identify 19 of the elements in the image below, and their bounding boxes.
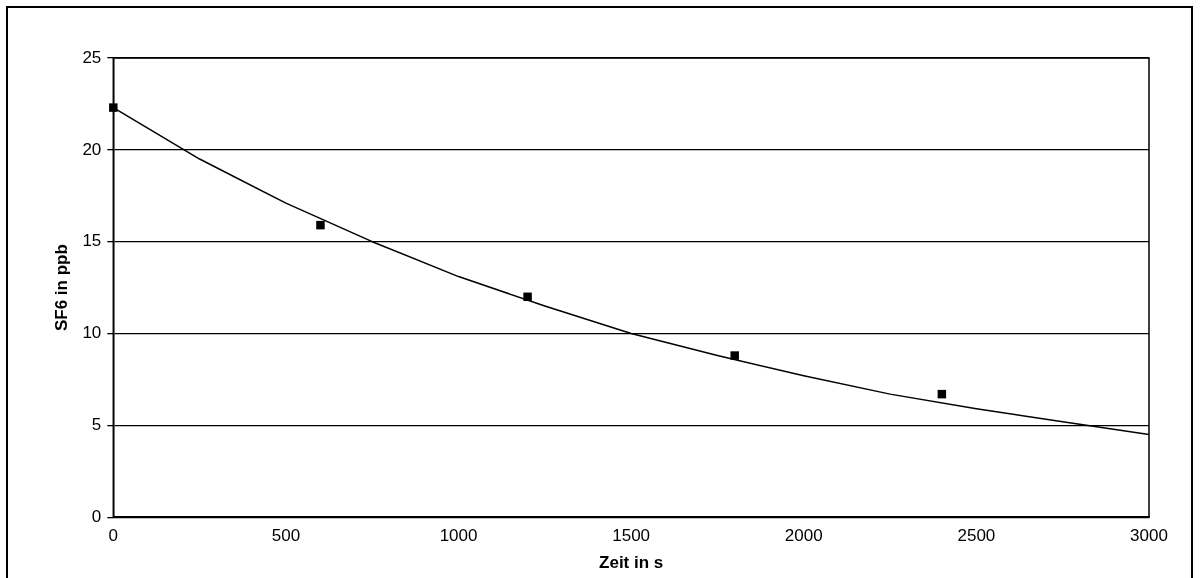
point [109,103,118,112]
x-tick-label: 0 [108,526,119,546]
x-tick-label: 2000 [784,526,823,546]
x-tick-label: 3000 [1130,526,1168,546]
y-tick-label: 25 [82,47,102,67]
y-tick-label: 0 [91,506,102,526]
point [730,351,739,360]
point [523,292,532,302]
x-tick-label: 1500 [612,526,651,546]
y-tick-label: 10 [82,323,102,343]
y-axis-title: SF6 in ppb [51,244,71,332]
point [316,220,325,230]
y-tick-label: 15 [82,231,102,251]
x-axis-title: Zeit in s [599,553,664,573]
x-tick-label: 2500 [957,526,996,546]
y-tick-label: 20 [82,139,102,159]
x-tick-label: 1000 [439,526,478,546]
x-tick-label: 500 [271,526,301,546]
y-tick-label: 5 [91,415,102,435]
